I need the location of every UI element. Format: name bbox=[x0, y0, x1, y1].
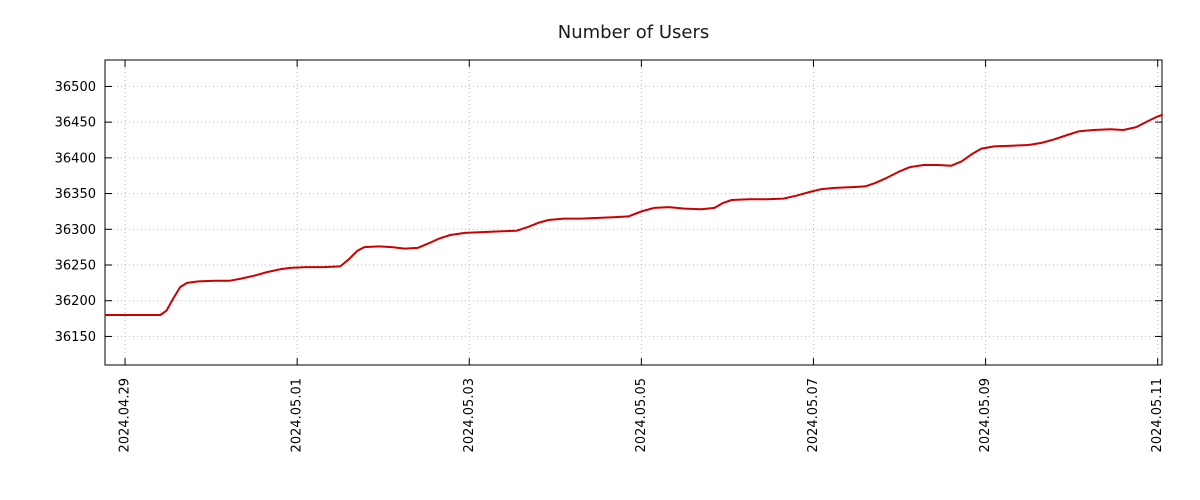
y-tick-label: 36250 bbox=[55, 259, 96, 274]
x-tick-label: 2024.04.29 bbox=[118, 378, 133, 452]
series-line-users bbox=[104, 114, 1163, 316]
y-tick-label: 36150 bbox=[55, 330, 96, 345]
chart-title: Number of Users bbox=[558, 22, 710, 43]
y-tick-label: 36200 bbox=[55, 294, 96, 309]
gridlines bbox=[105, 60, 1162, 365]
x-tick-label: 2024.05.05 bbox=[634, 378, 649, 452]
y-tick-label: 36300 bbox=[55, 223, 96, 238]
y-tick-label: 36450 bbox=[55, 116, 96, 131]
tick-marks bbox=[105, 60, 1162, 365]
x-tick-label: 2024.05.03 bbox=[462, 378, 477, 452]
x-tick-label: 2024.05.09 bbox=[978, 378, 993, 452]
x-tick-label: 2024.05.01 bbox=[290, 378, 305, 452]
plot-border bbox=[104, 59, 1163, 366]
x-tick-label: 2024.05.07 bbox=[806, 378, 821, 452]
y-tick-label: 36500 bbox=[55, 80, 96, 95]
x-tick-label: 2024.05.11 bbox=[1150, 378, 1165, 452]
y-tick-label: 36400 bbox=[55, 151, 96, 166]
y-tick-label: 36350 bbox=[55, 187, 96, 202]
